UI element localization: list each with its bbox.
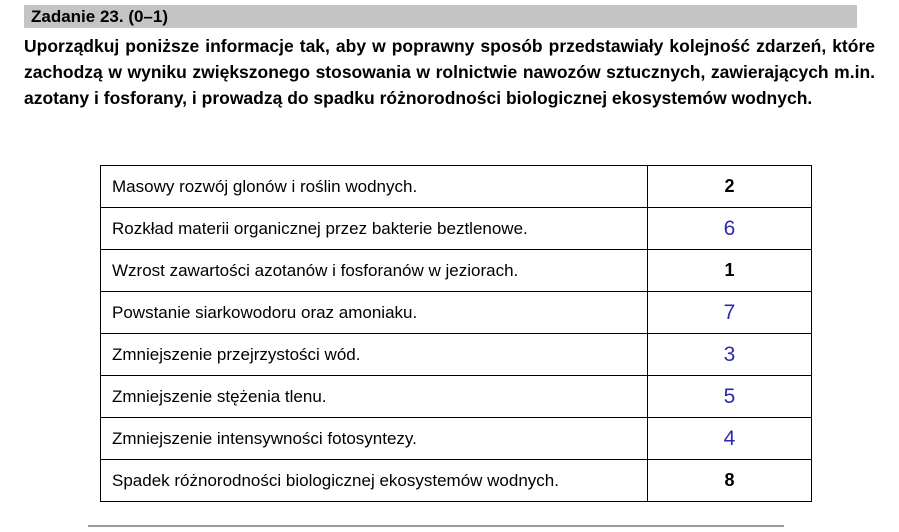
- given-order-value: 2: [647, 165, 812, 208]
- table-row: Wzrost zawartości azotanów i fosforanów …: [100, 249, 812, 292]
- answer-cell[interactable]: 4: [647, 417, 812, 460]
- table-row: Spadek różnorodności biologicznej ekosys…: [100, 459, 812, 502]
- table-row: Zmniejszenie stężenia tlenu. 5: [100, 375, 812, 418]
- answer-cell[interactable]: 6: [647, 207, 812, 250]
- given-order-value: 1: [647, 249, 812, 292]
- event-text: Rozkład materii organicznej przez bakter…: [100, 207, 648, 250]
- page-bottom-rule: [88, 525, 784, 527]
- event-text: Zmniejszenie intensywności fotosyntezy.: [100, 417, 648, 460]
- answer-cell[interactable]: 5: [647, 375, 812, 418]
- table-row: Masowy rozwój glonów i roślin wodnych. 2: [100, 165, 812, 208]
- given-order-value: 8: [647, 459, 812, 502]
- table-row: Zmniejszenie przejrzystości wód. 3: [100, 333, 812, 376]
- event-text: Zmniejszenie przejrzystości wód.: [100, 333, 648, 376]
- table-row: Powstanie siarkowodoru oraz amoniaku. 7: [100, 291, 812, 334]
- answer-cell[interactable]: 7: [647, 291, 812, 334]
- answer-cell[interactable]: 3: [647, 333, 812, 376]
- event-text: Zmniejszenie stężenia tlenu.: [100, 375, 648, 418]
- event-text: Wzrost zawartości azotanów i fosforanów …: [100, 249, 648, 292]
- event-text: Masowy rozwój glonów i roślin wodnych.: [100, 165, 648, 208]
- task-instruction: Uporządkuj poniższe informacje tak, aby …: [24, 36, 875, 108]
- table-row: Zmniejszenie intensywności fotosyntezy. …: [100, 417, 812, 460]
- task-header: Zadanie 23. (0–1): [24, 5, 857, 28]
- event-text: Powstanie siarkowodoru oraz amoniaku.: [100, 291, 648, 334]
- events-table: Masowy rozwój glonów i roślin wodnych. 2…: [100, 165, 812, 502]
- table-row: Rozkład materii organicznej przez bakter…: [100, 207, 812, 250]
- event-text: Spadek różnorodności biologicznej ekosys…: [100, 459, 648, 502]
